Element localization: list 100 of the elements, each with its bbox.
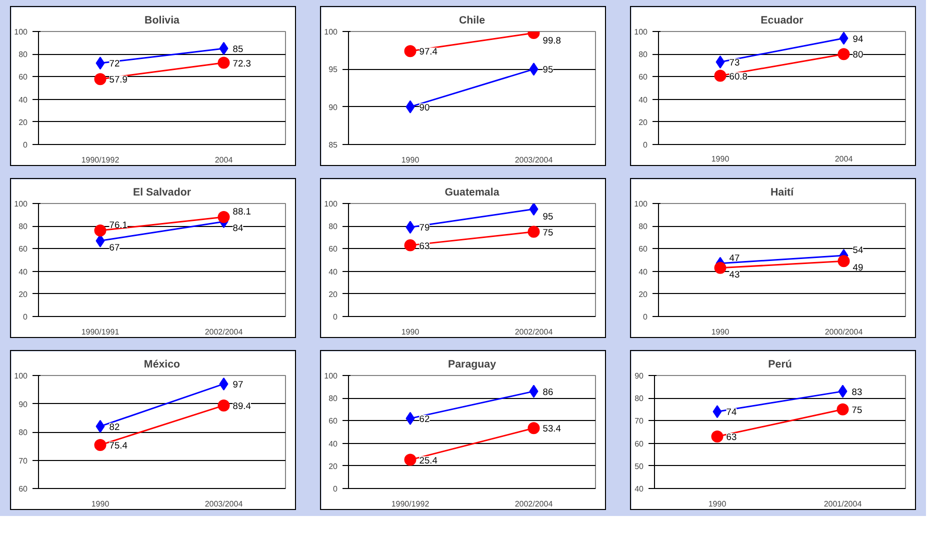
y-tick-label: 80 — [634, 394, 644, 404]
y-tick-label: 100 — [14, 28, 28, 36]
point — [714, 70, 726, 82]
y-tick-label: 100 — [14, 200, 28, 208]
y-tick-label: 80 — [328, 222, 338, 232]
x-tick-label: 1990/1992 — [81, 156, 120, 164]
x-tick-label: 1990 — [711, 154, 730, 164]
y-tick-label: 70 — [18, 456, 28, 466]
y-tick-label: 60 — [18, 244, 28, 254]
y-tick-label: 90 — [634, 372, 644, 380]
y-tick-label: 80 — [328, 394, 338, 404]
point — [94, 73, 106, 86]
data-label: 84 — [232, 223, 244, 234]
y-tick-label: 80 — [18, 428, 28, 437]
y-tick-label: 0 — [643, 140, 648, 150]
data-label: 82 — [109, 422, 120, 432]
data-label: 94 — [852, 34, 864, 44]
y-tick-label: 80 — [638, 222, 648, 232]
y-tick-label: 40 — [18, 95, 28, 104]
y-tick-label: 20 — [18, 118, 28, 127]
point — [836, 403, 849, 416]
y-tick-label: 80 — [638, 50, 648, 60]
data-label: 60.8 — [729, 71, 748, 82]
data-label: 73 — [729, 58, 740, 68]
y-tick-label: 50 — [634, 462, 644, 471]
y-tick-label: 100 — [324, 28, 338, 36]
y-tick-label: 40 — [638, 267, 648, 276]
data-label: 74 — [726, 407, 737, 418]
x-tick-label: 1990 — [711, 328, 730, 336]
data-label: 54 — [852, 244, 864, 255]
x-tick-label: 2004 — [214, 156, 234, 164]
y-tick-label: 20 — [18, 290, 28, 299]
data-label: 95 — [542, 212, 554, 222]
point — [711, 430, 724, 443]
x-tick-label: 2004 — [834, 154, 854, 164]
y-tick-label: 0 — [333, 312, 338, 322]
data-label: 57.9 — [109, 74, 128, 85]
y-tick-label: 40 — [634, 484, 644, 494]
y-tick-label: 60 — [328, 244, 338, 254]
data-label: 99.8 — [542, 36, 561, 46]
data-label: 47 — [729, 252, 740, 263]
data-label: 88.1 — [232, 206, 251, 216]
x-tick-label: 1990 — [401, 328, 420, 336]
data-label: 75 — [542, 227, 554, 238]
data-label: 97.4 — [419, 46, 438, 57]
y-tick-label: 100 — [324, 200, 338, 208]
data-label: 85 — [232, 44, 244, 54]
y-tick-label: 95 — [328, 65, 338, 74]
point — [528, 226, 540, 238]
chart-title: El Salvador — [132, 186, 192, 198]
data-label: 75 — [852, 404, 862, 415]
y-tick-label: 0 — [23, 312, 28, 322]
y-tick-label: 80 — [18, 50, 28, 60]
point — [529, 204, 538, 216]
y-tick-label: 20 — [638, 290, 648, 299]
chart-title: México — [144, 358, 181, 370]
x-tick-label: 1990 — [91, 500, 110, 508]
y-tick-label: 60 — [638, 72, 648, 82]
point — [94, 439, 106, 451]
y-tick-label: 85 — [328, 140, 338, 150]
data-label: 43 — [729, 269, 740, 280]
x-tick-label: 1990/1991 — [81, 328, 120, 336]
x-tick-label: 2003/2004 — [514, 156, 554, 164]
data-label: 76.1 — [109, 220, 128, 230]
y-tick-label: 80 — [18, 222, 28, 232]
y-tick-label: 20 — [638, 118, 648, 127]
y-tick-label: 60 — [634, 439, 644, 448]
y-tick-label: 40 — [638, 95, 648, 104]
data-label: 67 — [109, 242, 120, 252]
data-label: 75.4 — [109, 440, 128, 450]
data-label: 62 — [419, 414, 430, 424]
data-label: 89.4 — [232, 400, 251, 411]
data-label: 63 — [419, 240, 430, 251]
y-tick-label: 0 — [23, 140, 28, 150]
y-tick-label: 20 — [328, 462, 338, 471]
y-tick-label: 40 — [18, 267, 28, 276]
point — [218, 399, 230, 412]
data-label: 95 — [542, 64, 554, 75]
x-tick-label: 1990/1992 — [391, 500, 430, 508]
data-label: 25.4 — [419, 455, 438, 466]
point — [838, 48, 850, 60]
y-tick-label: 60 — [18, 484, 28, 494]
chart-title: Haití — [770, 186, 795, 198]
chart-title: Guatemala — [444, 186, 500, 198]
data-label: 53.4 — [542, 424, 561, 434]
data-label: 63 — [726, 432, 737, 442]
y-tick-label: 90 — [18, 400, 28, 409]
point — [218, 56, 230, 69]
data-label: 90 — [419, 102, 430, 112]
x-tick-label: 1990 — [708, 500, 727, 508]
chart-title: Chile — [458, 14, 486, 26]
point — [404, 45, 416, 58]
y-tick-label: 20 — [328, 290, 338, 299]
x-tick-label: 2002/2004 — [514, 328, 554, 336]
y-tick-label: 100 — [634, 28, 648, 36]
point — [404, 454, 416, 466]
chart-title: Bolivia — [144, 14, 180, 26]
point — [94, 224, 106, 236]
point — [404, 239, 416, 252]
y-tick-label: 90 — [328, 102, 338, 112]
